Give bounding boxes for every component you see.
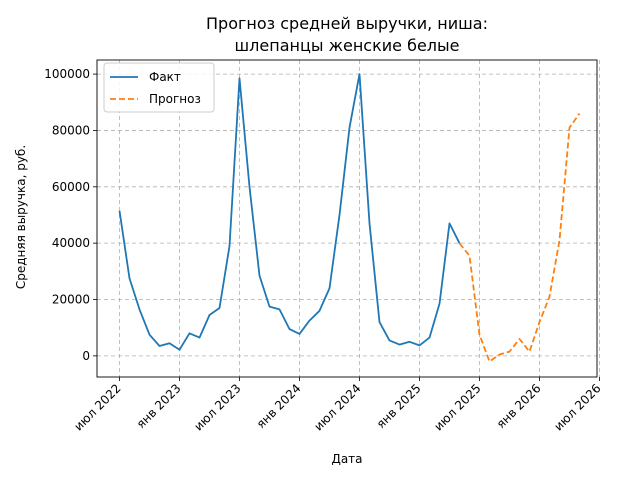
y-tick-label: 60000	[52, 180, 90, 194]
series-line-forecast	[458, 112, 581, 363]
y-tick-label: 0	[82, 349, 90, 363]
grid-lines	[97, 60, 600, 377]
y-tick-label: 100000	[44, 67, 90, 81]
legend-label-forecast: Прогноз	[149, 92, 201, 106]
legend: Факт Прогноз	[103, 62, 215, 113]
plot-frame	[96, 59, 598, 378]
y-axis-ticks: 0 20000 40000 60000 80000 100000	[44, 67, 97, 363]
legend-label-fact: Факт	[149, 70, 181, 84]
series-lines	[118, 73, 581, 363]
x-axis-label: Дата	[331, 452, 362, 466]
series-line-fact	[118, 73, 461, 351]
y-tick-label: 20000	[52, 293, 90, 307]
chart-title-line-2: шлепанцы женские белые	[235, 36, 460, 55]
chart-title-line-1: Прогноз средней выручки, ниша:	[206, 14, 488, 33]
y-tick-label: 80000	[52, 123, 90, 137]
y-tick-label: 40000	[52, 236, 90, 250]
y-axis-label: Средняя выручка, руб.	[14, 145, 28, 289]
